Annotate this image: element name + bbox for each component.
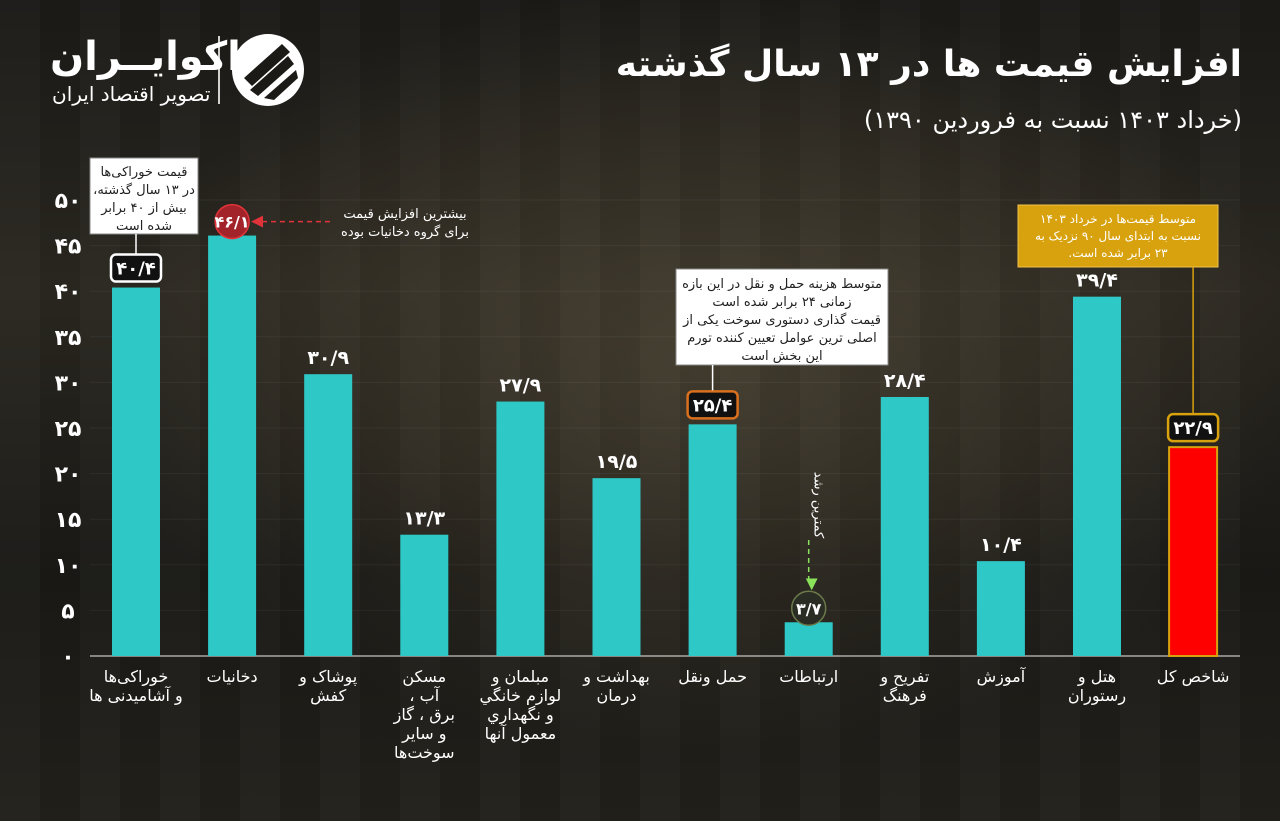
x-category-label: مسکن: [402, 667, 446, 687]
y-tick-label: ۲۵: [55, 417, 82, 442]
annotation-transport: قیمت گذاری دستوری سوخت یکی از: [682, 312, 881, 328]
annotation-transport: زمانی ۲۴ برابر شده است: [712, 295, 851, 310]
x-category-label: کفش: [310, 686, 346, 706]
x-category-label: آموزش: [977, 667, 1027, 687]
y-tick-label: ۱۵: [55, 508, 82, 533]
x-category-label: رستوران: [1068, 686, 1126, 706]
annotation-transport: اصلی ترین عوامل تعیین کننده تورم: [687, 331, 877, 346]
bar: [400, 534, 449, 656]
x-category-label: لوازم خانگي: [480, 686, 562, 706]
brand-divider: [218, 36, 220, 104]
data-label-box: [109, 253, 163, 283]
x-category-label: آب ،: [409, 686, 440, 705]
bar: [112, 287, 160, 656]
bar: [208, 235, 257, 656]
brand-name: اکوایــران: [50, 34, 241, 80]
data-label: ۲۷/۹: [500, 375, 542, 397]
annotation-communication: کمترین رشد: [811, 472, 826, 539]
x-category-label: و نگهداري: [487, 705, 554, 725]
x-category-label: برق ، گاز: [393, 705, 455, 725]
y-tick-label: ۵۰: [55, 189, 82, 214]
bar: [688, 424, 737, 656]
x-category-label: شاخص کل: [1157, 667, 1230, 687]
x-category-label: هتل و: [1077, 667, 1116, 687]
annotation-box-food: [89, 157, 199, 235]
x-category-label: معمول آنها: [485, 724, 557, 744]
bar: [592, 478, 641, 656]
annotation-overall: متوسط قیمت‌ها در خرداد ۱۴۰۳: [1040, 212, 1196, 227]
bar: [496, 401, 545, 656]
annotation-transport: متوسط هزینه حمل و نقل در این بازه: [682, 277, 882, 292]
annotation-food: شده است: [116, 219, 172, 234]
data-label: ۴۶/۱: [215, 213, 250, 232]
bar: [784, 622, 833, 656]
data-label: ۴۰/۴: [116, 259, 156, 280]
bar: [1073, 296, 1121, 656]
ecoiran-logo-icon: [232, 34, 304, 106]
annotation-box-overall: [1017, 204, 1219, 268]
annotation-box-transport: [675, 268, 889, 366]
x-category-label: ارتباطات: [779, 667, 838, 687]
data-label-circle: [790, 590, 827, 627]
annotation-tobacco: برای گروه دخانیات بوده: [341, 224, 469, 240]
data-label: ۳۰/۹: [307, 347, 349, 369]
data-label: ۱۳/۳: [403, 508, 445, 530]
annotation-food: در ۱۳ سال گذشته،: [93, 182, 195, 198]
x-category-label: بهداشت و: [582, 667, 650, 687]
data-label: ۲۲/۹: [1173, 418, 1213, 439]
data-label-box: [686, 390, 739, 420]
y-tick-label: ۰: [61, 645, 74, 670]
x-category-label: و آشامیدنی ها: [89, 686, 183, 706]
y-tick-label: ۴۰: [55, 280, 82, 305]
y-tick-label: ۳۰: [55, 371, 82, 396]
annotation-food: بیش از ۴۰ برابر: [100, 201, 187, 216]
annotation-food: قیمت خوراکی‌ها: [100, 165, 187, 180]
x-category-label: پوشاک و: [298, 667, 357, 687]
data-label: ۲۵/۴: [693, 395, 733, 416]
bar: [976, 561, 1025, 656]
data-label: ۳۹/۴: [1076, 270, 1118, 292]
x-category-label: مبلمان و: [491, 667, 549, 687]
page-title: افزایش قیمت ها در ۱۳ سال گذشته: [615, 44, 1242, 85]
data-label: ۳/۷: [796, 599, 822, 618]
brand-tagline: تصویر اقتصاد ایران: [52, 82, 211, 106]
x-category-label: حمل ونقل: [678, 667, 747, 687]
data-label: ۱۰/۴: [980, 534, 1022, 556]
y-tick-label: ۲۰: [55, 463, 82, 488]
annotation-overall: نسبت به ابتدای سال ۹۰ نزدیک به: [1035, 229, 1201, 244]
data-label-circle: [214, 203, 250, 240]
x-category-label: درمان: [596, 686, 636, 706]
y-tick-label: ۴۵: [55, 235, 82, 260]
x-category-label: دخانیات: [207, 667, 258, 686]
data-label: ۲۸/۴: [884, 370, 926, 392]
bar: [304, 374, 353, 656]
x-category-label: تفریح و: [879, 667, 929, 687]
data-label-box: [1166, 412, 1220, 443]
annotation-overall: ۲۳ برابر شده است.: [1068, 246, 1168, 261]
bar: [880, 396, 929, 656]
y-tick-label: ۱۰: [55, 554, 82, 579]
page-subtitle: (خرداد ۱۴۰۳ نسبت به فروردین ۱۳۹۰): [863, 106, 1242, 134]
y-tick-label: ۳۵: [55, 326, 82, 351]
x-category-label: و سایر: [401, 724, 446, 744]
annotation-tobacco: بیشترین افزایش قیمت: [343, 207, 466, 222]
y-tick-label: ۵: [61, 599, 74, 624]
data-label: ۱۹/۵: [596, 451, 638, 473]
bar: [1168, 446, 1219, 658]
annotation-transport: این بخش است: [741, 349, 822, 364]
x-category-label: فرهنگ: [883, 686, 927, 706]
x-category-label: خوراکی‌ها: [104, 667, 169, 687]
x-category-label: سوخت‌ها: [394, 743, 455, 763]
